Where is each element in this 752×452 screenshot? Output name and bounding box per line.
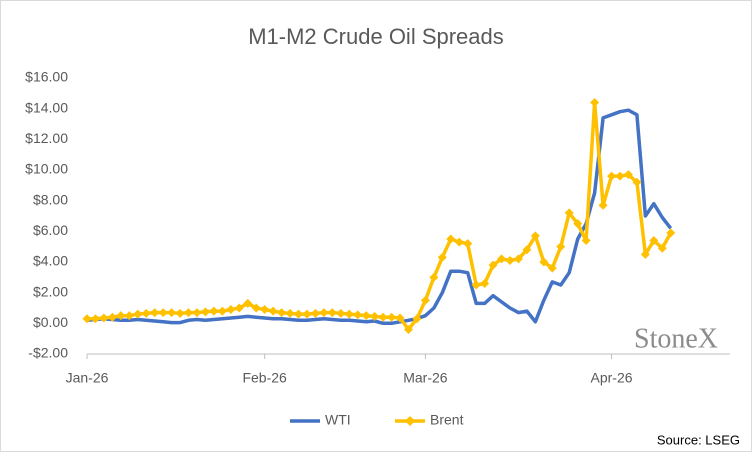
marker (480, 278, 490, 288)
marker (268, 306, 278, 316)
marker (99, 313, 109, 323)
y-tick-label: $4.00 (33, 253, 68, 269)
x-tick-label: Apr-26 (591, 370, 633, 386)
y-tick-label: $16.00 (25, 69, 68, 85)
marker (522, 245, 532, 255)
legend-label: WTI (325, 412, 351, 428)
y-tick-label: $6.00 (33, 222, 68, 238)
marker (488, 260, 498, 270)
marker (657, 243, 667, 253)
marker (217, 306, 227, 316)
marker (598, 200, 608, 210)
marker (395, 313, 405, 323)
marker (107, 312, 117, 322)
marker (497, 254, 507, 264)
marker (150, 308, 160, 318)
y-tick-label: $14.00 (25, 99, 68, 115)
marker (463, 239, 473, 249)
y-tick-label: $2.00 (33, 283, 68, 299)
marker (437, 252, 447, 262)
marker (632, 177, 642, 187)
marker (167, 308, 177, 318)
marker (387, 312, 397, 322)
marker (327, 308, 337, 318)
marker (260, 305, 270, 315)
marker (285, 308, 295, 318)
legend-marker (405, 416, 415, 426)
marker (243, 298, 253, 308)
marker (640, 249, 650, 259)
marker (581, 236, 591, 246)
marker (277, 308, 287, 318)
series-line (86, 108, 673, 326)
marker (158, 308, 168, 318)
marker (412, 314, 422, 324)
marker (403, 324, 413, 334)
y-tick-label: $0.00 (33, 314, 68, 330)
marker (234, 303, 244, 313)
marker (607, 171, 617, 181)
y-tick-label: $12.00 (25, 130, 68, 146)
marker (226, 305, 236, 315)
marker (336, 308, 346, 318)
marker (513, 254, 523, 264)
marker (361, 311, 371, 321)
marker (429, 272, 439, 282)
marker (573, 219, 583, 229)
marker (505, 255, 515, 265)
marker (378, 312, 388, 322)
x-tick-label: Feb-26 (242, 370, 287, 386)
marker (184, 308, 194, 318)
marker (133, 309, 143, 319)
marker (666, 228, 676, 238)
marker (623, 170, 633, 180)
marker (209, 306, 219, 316)
x-tick-label: Mar-26 (403, 370, 448, 386)
marker (344, 309, 354, 319)
legend-label: Brent (430, 412, 464, 428)
marker (90, 314, 100, 324)
marker (302, 309, 312, 319)
source: Source: LSEG (657, 432, 740, 447)
marker (539, 257, 549, 267)
marker (446, 234, 456, 244)
marker (124, 311, 134, 321)
marker (370, 311, 380, 321)
series-line (87, 100, 673, 332)
marker (420, 295, 430, 305)
marker (310, 308, 320, 318)
marker (547, 263, 557, 273)
y-tick-label: $8.00 (33, 191, 68, 207)
marker (454, 237, 464, 247)
marker (141, 308, 151, 318)
marker (530, 231, 540, 241)
x-tick-label: Jan-26 (66, 370, 109, 386)
marker (590, 98, 600, 108)
marker (192, 308, 202, 318)
marker (319, 308, 329, 318)
marker (82, 314, 92, 324)
marker (564, 208, 574, 218)
marker (556, 242, 566, 252)
marker (294, 309, 303, 319)
marker (615, 171, 625, 181)
watermark: StoneX (634, 323, 718, 354)
marker (116, 311, 126, 321)
y-tick-label: -$2.00 (28, 345, 68, 361)
marker (251, 303, 261, 313)
marker (200, 307, 210, 317)
marker (353, 310, 363, 320)
marker (471, 280, 481, 290)
marker (175, 308, 185, 318)
chart-title: M1-M2 Crude Oil Spreads (248, 24, 504, 49)
y-tick-label: $10.00 (25, 161, 68, 177)
marker (649, 236, 659, 246)
